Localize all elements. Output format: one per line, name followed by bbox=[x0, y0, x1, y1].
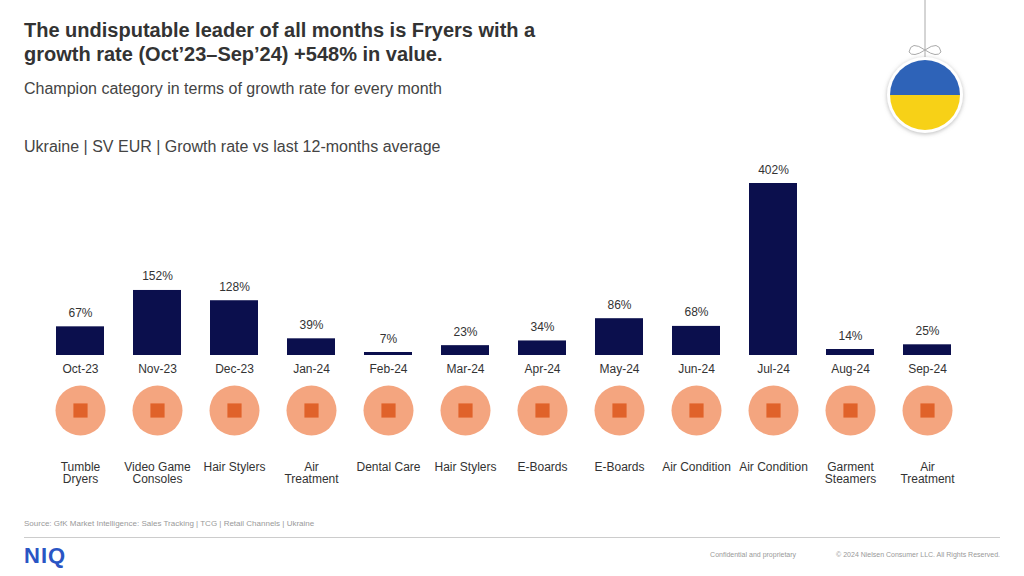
html-text:Ukraine | SV EUR | Growth rate: Ukraine | SV EUR | Growth rate vs last 1… bbox=[24, 138, 441, 155]
svg-text:May-24: May-24 bbox=[599, 362, 639, 376]
svg-text:Jan-24: Jan-24 bbox=[293, 362, 330, 376]
svg-text:Air Condition: Air Condition bbox=[662, 460, 731, 474]
svg-text:128%: 128% bbox=[219, 280, 250, 294]
svg-text:14%: 14% bbox=[838, 329, 862, 343]
svg-text:7%: 7% bbox=[380, 332, 398, 346]
svg-text:Feb-24: Feb-24 bbox=[369, 362, 407, 376]
svg-text:Hair Stylers: Hair Stylers bbox=[203, 460, 265, 474]
svg-text:39%: 39% bbox=[299, 318, 323, 332]
svg-text:Mar-24: Mar-24 bbox=[446, 362, 484, 376]
svg-text:Oct-23: Oct-23 bbox=[62, 362, 98, 376]
svg-text:Aug-24: Aug-24 bbox=[831, 362, 870, 376]
svg-text:TumbleDryers: TumbleDryers bbox=[61, 460, 101, 486]
svg-text:Apr-24: Apr-24 bbox=[524, 362, 560, 376]
svg-text:Video GameConsoles: Video GameConsoles bbox=[124, 460, 191, 486]
svg-text:AirTreatment: AirTreatment bbox=[284, 460, 339, 486]
html-text:Champion category in terms of: Champion category in terms of growth rat… bbox=[24, 80, 442, 97]
svg-text:GarmentSteamers: GarmentSteamers bbox=[825, 460, 876, 486]
svg-text:Dental Care: Dental Care bbox=[356, 460, 420, 474]
html-text:The undisputable leader of all: The undisputable leader of all months is… bbox=[24, 19, 536, 65]
svg-text:Jul-24: Jul-24 bbox=[757, 362, 790, 376]
svg-text:67%: 67% bbox=[68, 306, 92, 320]
html-text:NIQ: NIQ bbox=[24, 543, 67, 568]
html-text:© 2024 Nielsen Consumer LLC. A: © 2024 Nielsen Consumer LLC. All Rights … bbox=[836, 551, 1000, 558]
html-text:Source: GfK Market Intelligenc: Source: GfK Market Intelligence: Sales T… bbox=[24, 519, 315, 528]
svg-text:Jun-24: Jun-24 bbox=[678, 362, 715, 376]
html-text:Confidential and proprietary: Confidential and proprietary bbox=[710, 551, 797, 558]
svg-text:AirTreatment: AirTreatment bbox=[900, 460, 955, 486]
svg-text:Nov-23: Nov-23 bbox=[138, 362, 177, 376]
svg-text:E-Boards: E-Boards bbox=[517, 460, 567, 474]
svg-text:402%: 402% bbox=[758, 163, 789, 177]
svg-text:Hair Stylers: Hair Stylers bbox=[434, 460, 496, 474]
svg-text:Sep-24: Sep-24 bbox=[908, 362, 947, 376]
svg-text:E-Boards: E-Boards bbox=[594, 460, 644, 474]
svg-text:Air Condition: Air Condition bbox=[739, 460, 808, 474]
svg-text:23%: 23% bbox=[453, 325, 477, 339]
svg-text:Dec-23: Dec-23 bbox=[215, 362, 254, 376]
svg-text:86%: 86% bbox=[607, 298, 631, 312]
svg-text:68%: 68% bbox=[684, 305, 708, 319]
svg-text:34%: 34% bbox=[530, 320, 554, 334]
svg-text:152%: 152% bbox=[142, 269, 173, 283]
svg-text:25%: 25% bbox=[915, 324, 939, 338]
